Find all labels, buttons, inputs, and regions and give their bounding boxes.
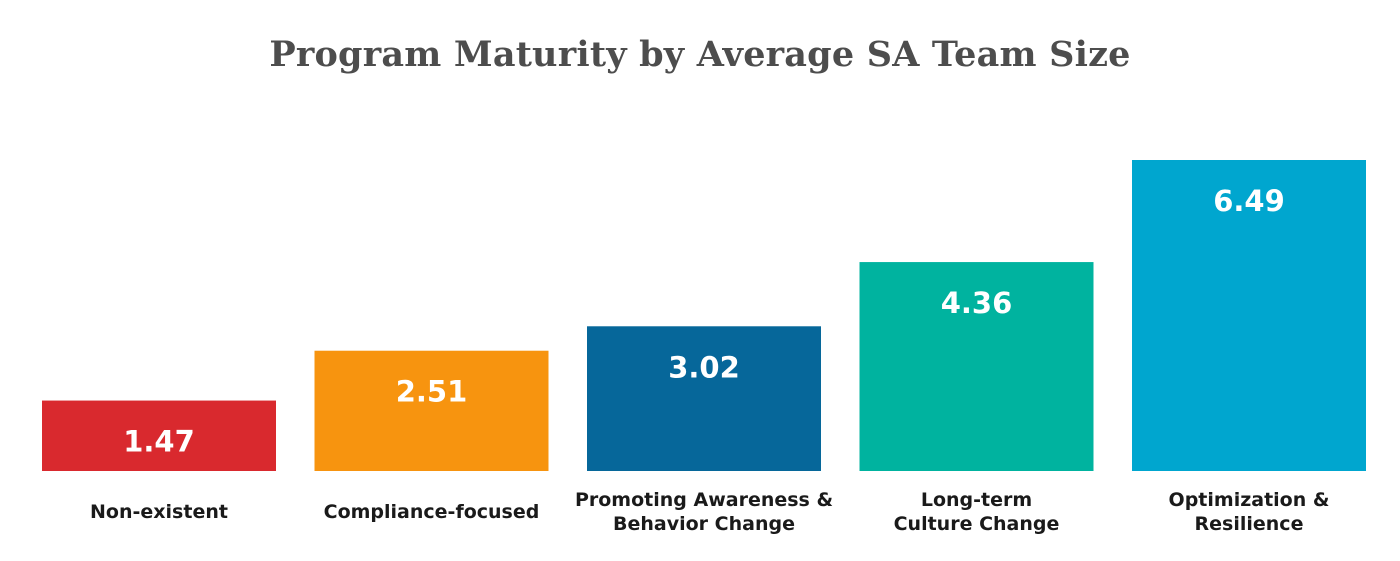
category-label-line: Non-existent: [90, 501, 228, 523]
data-label-2: 2.51: [396, 375, 468, 409]
bar-2: [314, 350, 549, 471]
data-label-4: 4.36: [941, 286, 1013, 320]
data-label-3: 3.02: [668, 350, 740, 384]
bar-3: [587, 326, 821, 471]
category-label-5: Optimization & Resilience: [1119, 488, 1379, 536]
data-label-5: 6.49: [1213, 184, 1285, 218]
category-label-2: Compliance-focused: [302, 500, 562, 524]
category-label-line: Promoting Awareness &: [574, 489, 834, 511]
bar-5: [1132, 160, 1366, 471]
category-label-1: Non-existent: [29, 500, 289, 524]
category-label-line: Long-term: [920, 489, 1033, 511]
category-label-line: Optimization &: [1168, 489, 1330, 511]
category-label-line: Behavior Change: [613, 513, 795, 535]
category-label-line: Resilience: [1194, 513, 1304, 535]
chart-title: Program Maturity by Average SA Team Size: [269, 34, 1131, 75]
category-label-4: Long-term Culture Change: [847, 488, 1107, 536]
data-label-1: 1.47: [123, 425, 195, 459]
category-label-line: Compliance-focused: [323, 501, 540, 523]
bar-1: [42, 400, 276, 471]
category-label-3: Promoting Awareness & Behavior Change: [574, 488, 834, 536]
category-label-line: Culture Change: [893, 513, 1060, 535]
bar-4: [859, 262, 1094, 471]
